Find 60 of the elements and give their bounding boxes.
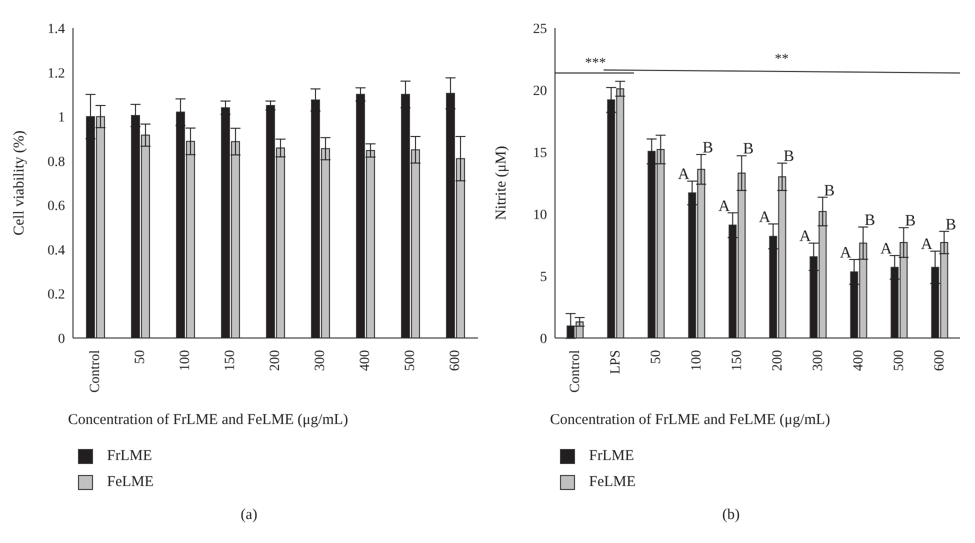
y-tick-label: 0 [540,332,547,347]
annotation: ** [774,52,789,67]
x-tick-label: LPS [608,350,624,374]
annotation: A [799,228,812,246]
x-tick-label: 500 [892,350,907,371]
x-tick-label: 300 [810,350,826,371]
y-tick-label: 0.8 [48,154,65,170]
x-tick-label: 200 [770,350,786,371]
y-axis-title: Cell viability (%) [11,130,28,236]
annotation: B [864,212,876,230]
y-tick-label: 1.2 [48,66,65,82]
y-tick-label: 5 [540,270,547,285]
significance-bracket: *** [554,56,634,74]
y-tick-label: 0.6 [48,199,65,214]
annotation: B [743,140,754,158]
y-axis-title: Nitrite (μM) [493,146,510,220]
annotation: B [702,139,714,156]
x-axis-title: Concentration of FrLME and FeLME (μg/mL) [68,412,350,429]
annotation: A [758,208,771,226]
y-tick-label: 0.2 [48,288,65,303]
x-tick-label: 50 [133,350,148,364]
x-tick-label: 150 [730,350,745,371]
annotation: A [678,166,690,184]
y-tick-label: 1.4 [48,22,65,37]
legend-label: FeLME [589,473,636,492]
x-tick-label: 400 [851,350,866,371]
x-tick-label: 300 [313,350,328,371]
annotation: A [840,244,852,262]
y-tick-label: 1 [58,110,65,126]
y-tick-label: 10 [533,208,547,223]
x-tick-label: 100 [689,350,704,371]
text: (a) [240,507,258,524]
annotation: B [824,182,835,200]
y-tick-label: 20 [533,84,547,99]
annotation: B [905,212,916,230]
legend-label: FeLME [107,473,154,492]
x-tick-label: 600 [932,350,948,371]
x-tick-label: 500 [403,350,418,371]
x-tick-label: 400 [358,350,373,371]
x-tick-label: 150 [223,350,238,371]
y-tick-label: 25 [533,22,547,37]
annotation: A [718,198,730,215]
y-tick-label: 0.4 [48,243,65,258]
x-tick-label: 50 [648,350,664,364]
annotation: A [880,240,892,258]
legend-label: FrLME [589,447,634,466]
y-tick-label: 0 [58,332,65,347]
x-axis-title: Concentration of FrLME and FeLME (μg/mL) [550,412,832,429]
annotation: B [784,148,794,166]
x-tick-label: Control [568,350,583,393]
legend-label: FrLME [107,447,152,466]
y-tick-label: 15 [533,146,547,161]
annotation: B [946,216,956,234]
annotation: *** [585,56,606,71]
x-tick-label: 600 [448,350,463,371]
x-tick-label: 200 [268,350,283,371]
text: (b) [721,507,741,524]
annotation: A [920,236,933,254]
x-tick-label: Control [88,350,103,393]
x-tick-label: 100 [178,350,193,371]
